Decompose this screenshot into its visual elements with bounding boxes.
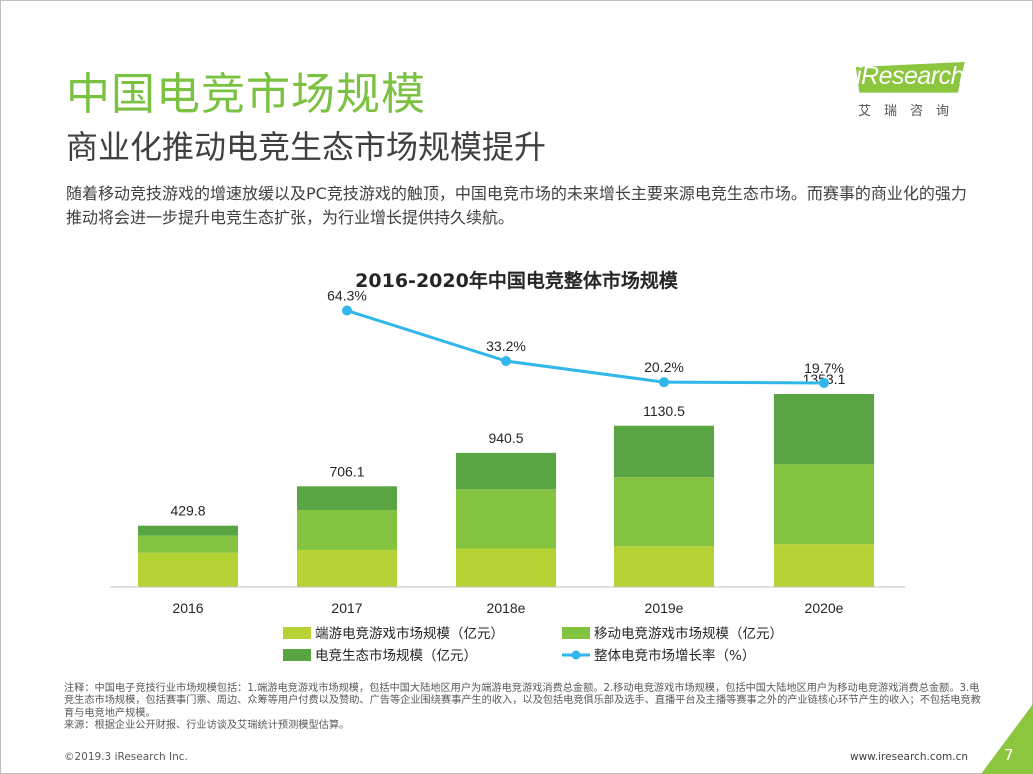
legend-marker-growth: [571, 650, 581, 660]
bar-segment-mobile-2018e: [456, 489, 556, 549]
legend-label-mobile: 移动电竞游戏市场规模（亿元）: [594, 625, 783, 642]
growth-point-2019e: [659, 377, 669, 388]
bar-segment-pc-2020e: [774, 544, 874, 587]
growth-label-2020e: 19.7%: [804, 360, 844, 376]
total-label-2017: 706.1: [329, 463, 364, 479]
growth-label-2019e: 20.2%: [644, 359, 684, 375]
bar-segment-mobile-2020e: [774, 464, 874, 545]
bar-segment-pc-2018e: [456, 548, 556, 587]
growth-label-2017: 64.3%: [327, 288, 367, 304]
logo-wordmark: iResearch: [856, 62, 965, 90]
bar-segment-pc-2016: [138, 552, 238, 587]
bar-segment-mobile-2019e: [614, 477, 714, 547]
logo-badge-shape: [855, 62, 965, 93]
bar-segment-pc-2017: [297, 549, 397, 587]
x-tick-label-2020e: 2020e: [805, 600, 844, 616]
intro-paragraph: 随着移动竞技游戏的增速放缓以及PC竞技游戏的触顶，中国电竞市场的未来增长主要来源…: [66, 184, 967, 227]
bar-segment-pc-2019e: [614, 546, 714, 587]
bar-segment-eco-2018e: [456, 452, 556, 490]
website-link[interactable]: www.iresearch.com.cn: [850, 751, 969, 763]
growth-rate-line: [346, 309, 825, 385]
footnotes: 注释：中国电子竞技行业市场规模包括：1.端游电竞游戏市场规模，包括中国大陆地区用…: [64, 683, 984, 733]
x-tick-label-2019e: 2019e: [645, 600, 684, 616]
growth-point-2017: [342, 305, 352, 316]
legend-swatch-eco: [283, 649, 311, 661]
growth-point-2020e: [819, 377, 829, 388]
copyright: ©2019.3 iResearch Inc.: [64, 751, 188, 763]
legend-swatch-pc: [283, 627, 311, 639]
growth-point-2018e: [501, 356, 511, 367]
footnote-source: 来源：根据企业公开财报、行业访谈及艾瑞统计预测模型估算。: [64, 720, 350, 732]
bar-segment-mobile-2017: [297, 509, 397, 550]
bar-segment-eco-2020e: [774, 394, 874, 465]
logo-subtitle: 艾瑞咨询: [858, 104, 963, 119]
legend-label-eco: 电竞生态市场规模（亿元）: [315, 647, 477, 664]
total-label-2016: 429.8: [170, 503, 205, 519]
bar-segment-mobile-2016: [138, 535, 238, 553]
legend-label-pc: 端游电竞游戏市场规模（亿元）: [315, 625, 504, 642]
growth-label-2018e: 33.2%: [486, 338, 526, 354]
x-tick-label-2017: 2017: [331, 600, 362, 616]
x-tick-label-2018e: 2018e: [487, 600, 526, 616]
footnote-note: 注释：中国电子竞技行业市场规模包括：1.端游电竞游戏市场规模，包括中国大陆地区用…: [64, 683, 981, 719]
bar-segment-eco-2019e: [614, 425, 714, 478]
x-tick-label-2016: 2016: [172, 600, 203, 616]
page-corner-shape: [981, 704, 1033, 774]
page-number: 7: [1004, 746, 1014, 764]
chart-title: 2016-2020年中国电竞整体市场规模: [355, 270, 678, 292]
legend-label-growth: 整体电竞市场增长率（%）: [594, 647, 755, 664]
total-label-2018e: 940.5: [488, 430, 523, 446]
iresearch-logo: iResearch 艾瑞咨询: [850, 56, 982, 119]
bar-segment-eco-2017: [297, 486, 397, 510]
legend-swatch-mobile: [562, 627, 590, 639]
page-title: 中国电竞市场规模: [66, 69, 426, 120]
bar-segment-eco-2016: [138, 525, 238, 536]
total-label-2019e: 1130.5: [643, 403, 685, 419]
page-subtitle: 商业化推动电竞生态市场规模提升: [66, 128, 547, 166]
